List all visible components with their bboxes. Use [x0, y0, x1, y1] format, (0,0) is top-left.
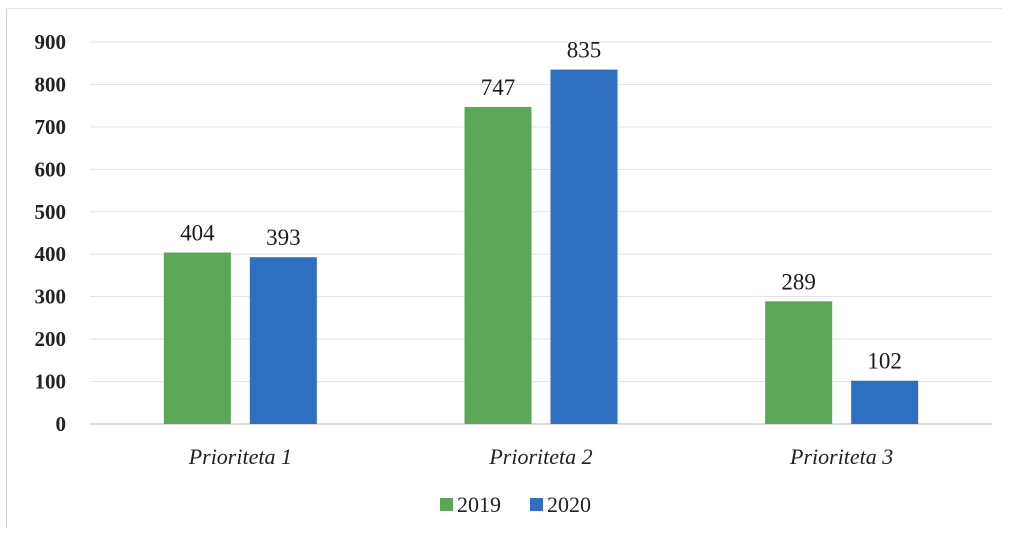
legend-swatch-2019	[440, 498, 453, 511]
y-tick-label: 900	[35, 30, 67, 54]
bar-2019-2	[464, 106, 532, 424]
x-category-label: Prioriteta 1	[188, 444, 292, 469]
bar-2020-3	[851, 380, 919, 424]
chart-frame	[6, 8, 1002, 528]
y-tick-label: 0	[56, 412, 67, 436]
bar-2020-1	[249, 257, 317, 424]
data-label: 404	[180, 221, 215, 246]
bar-2019-1	[163, 252, 231, 424]
bar-2020-2	[550, 69, 618, 424]
data-label: 747	[481, 75, 516, 100]
x-category-label: Prioriteta 2	[488, 444, 592, 469]
y-axis-tick-labels: 0 100 200 300 400 500 600 700 800 900	[35, 30, 67, 436]
y-tick-label: 300	[35, 285, 67, 309]
data-labels: 404 393 747 835 289 102	[180, 38, 902, 374]
data-label: 393	[266, 225, 301, 250]
legend-label: 2019	[457, 492, 501, 517]
x-axis-category-labels: Prioriteta 1 Prioriteta 2 Prioriteta 3	[188, 444, 894, 469]
y-tick-label: 100	[35, 370, 67, 394]
data-label: 835	[567, 38, 602, 63]
y-tick-label: 200	[35, 327, 67, 351]
y-tick-label: 600	[35, 157, 67, 181]
bars	[163, 69, 919, 424]
y-tick-label: 400	[35, 242, 67, 266]
y-tick-label: 500	[35, 200, 67, 224]
gridlines	[90, 41, 992, 425]
legend: 2019 2020	[440, 492, 591, 517]
data-label: 102	[867, 349, 902, 374]
legend-label: 2020	[547, 492, 591, 517]
x-category-label: Prioriteta 3	[789, 444, 893, 469]
data-label: 289	[781, 269, 816, 294]
legend-swatch-2020	[530, 498, 543, 511]
y-tick-label: 800	[35, 72, 67, 96]
bar-2019-3	[765, 301, 833, 424]
y-tick-label: 700	[35, 115, 67, 139]
